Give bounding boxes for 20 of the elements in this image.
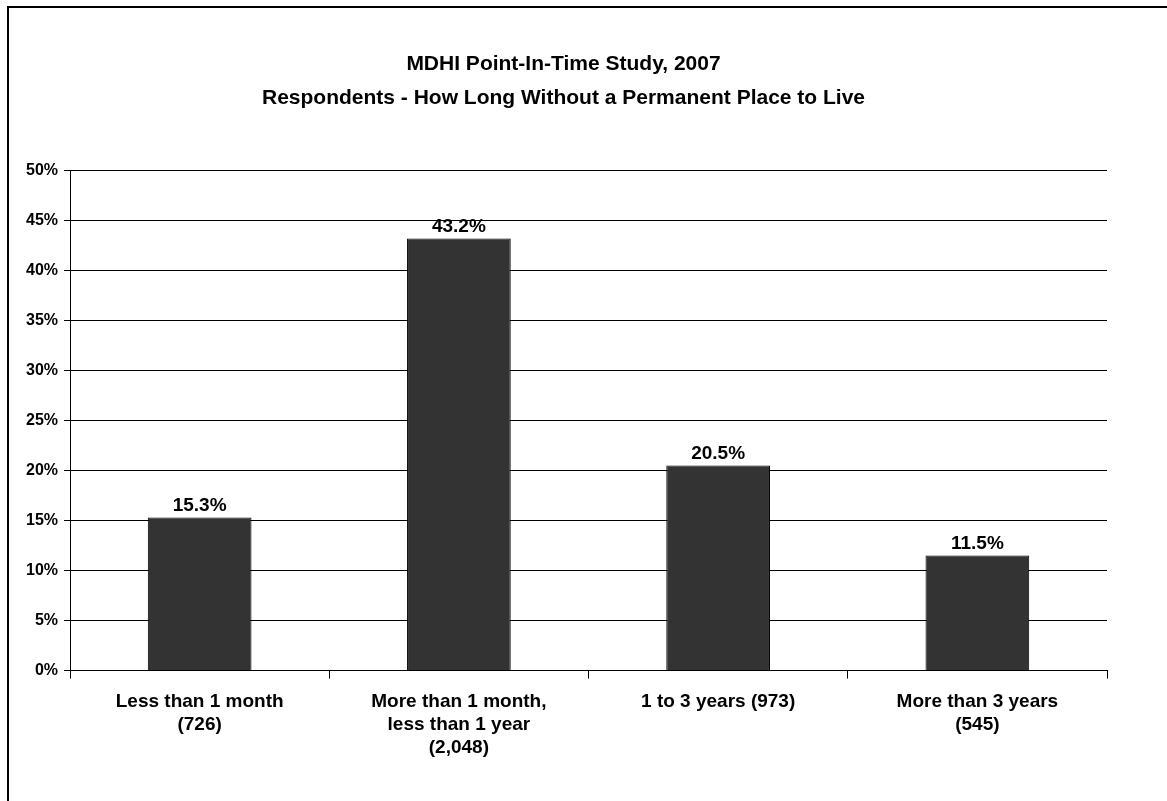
y-tick-label: 35% (25, 310, 59, 328)
data-label: 11.5% (950, 532, 1004, 554)
y-tick-label: 50% (25, 160, 59, 178)
y-tick-label: 45% (25, 210, 59, 228)
y-tick-label: 5% (34, 610, 59, 628)
y-tick-label: 25% (25, 410, 59, 428)
y-tick-label: 20% (25, 460, 59, 478)
chart-subtitle: Respondents - How Long Without a Permanent Place to Live (261, 84, 866, 108)
x-tick-label: More than 1 month, less than 1 year (2,048) (371, 690, 547, 757)
y-tick-label: 30% (25, 360, 59, 378)
y-tick-label: 10% (25, 560, 59, 578)
x-tick-label: Less than 1 month (726) (115, 690, 284, 735)
y-tick-label: 0% (34, 661, 59, 679)
x-tick-label: More than 3 years (545) (896, 690, 1059, 735)
data-label: 15.3% (172, 494, 227, 516)
data-label: 20.5% (691, 442, 746, 464)
y-tick-label: 15% (25, 510, 59, 528)
x-tick-label: 1 to 3 years (973) (641, 690, 796, 712)
chart-title: MDHI Point-In-Time Study, 2007 (406, 51, 721, 75)
y-tick-label: 40% (25, 260, 59, 278)
